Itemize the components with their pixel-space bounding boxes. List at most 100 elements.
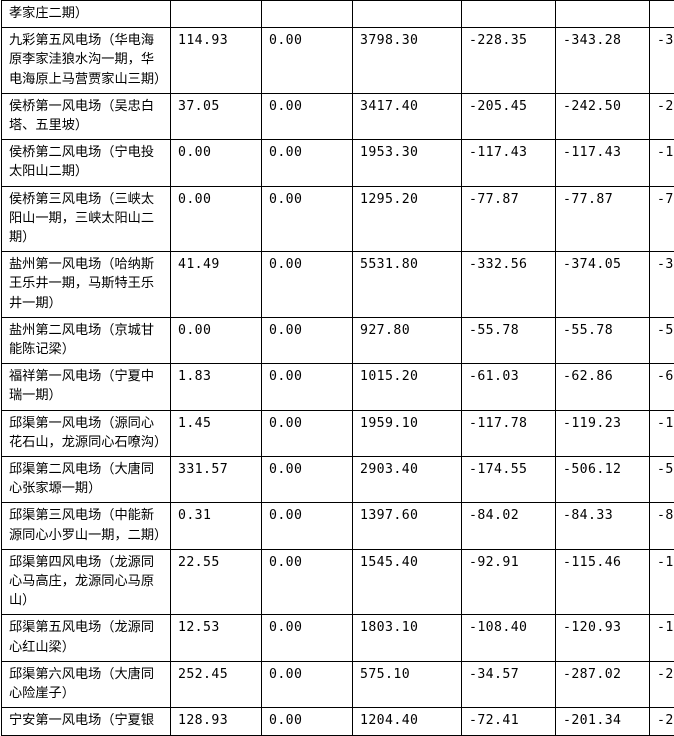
cell-value-1: 1.45	[171, 410, 262, 456]
cell-value-1: 12.53	[171, 615, 262, 661]
cell-value-2: 0.00	[262, 457, 353, 503]
cell-value-2: 0.00	[262, 503, 353, 549]
cell-value-1: 22.55	[171, 549, 262, 615]
cell-value-5	[556, 1, 650, 28]
cell-value-6: -242499.85	[650, 93, 674, 139]
cell-value-5: -62.86	[556, 364, 650, 410]
cell-project-name: 邱渠第四风电场（龙源同心马高庄，龙源同心马原山）	[2, 549, 171, 615]
cell-value-2: 0.00	[262, 549, 353, 615]
cell-value-4: -332.56	[462, 252, 556, 318]
table-row: 邱渠第五风电场（龙源同心红山梁） 12.53 0.00 1803.10 -108…	[2, 615, 674, 661]
cell-value-3: 3798.30	[353, 28, 462, 94]
cell-value-6: -77865.82	[650, 186, 674, 252]
table-row: 九彩第五风电场（华电海原李家洼狼水沟一期，华电海原上马营贾家山三期） 114.9…	[2, 28, 674, 94]
cell-value-2: 0.00	[262, 317, 353, 363]
cell-value-3: 1015.20	[353, 364, 462, 410]
cell-value-5: -343.28	[556, 28, 650, 94]
cell-value-1: 41.49	[171, 252, 262, 318]
cell-project-name: 福祥第一风电场（宁夏中瑞一期）	[2, 364, 171, 410]
cell-value-1: 0.00	[171, 186, 262, 252]
cell-value-5: -119.23	[556, 410, 650, 456]
cell-value-3: 1295.20	[353, 186, 462, 252]
cell-value-1: 114.93	[171, 28, 262, 94]
cell-value-6: -62862.57	[650, 364, 674, 410]
cell-value-4: -174.55	[462, 457, 556, 503]
cell-project-name: 邱渠第一风电场（源同心花石山，龙源同心石嘹沟）	[2, 410, 171, 456]
cell-value-3: 2903.40	[353, 457, 462, 503]
cell-value-5: -55.78	[556, 317, 650, 363]
cell-value-2: 0.00	[262, 615, 353, 661]
cell-project-name: 邱渠第三风电场（中能新源同心小罗山一期，二期）	[2, 503, 171, 549]
cell-value-1: 0.00	[171, 317, 262, 363]
cell-project-name: 邱渠第六风电场（大唐同心险崖子）	[2, 661, 171, 707]
cell-value-1: 37.05	[171, 93, 262, 139]
cell-value-5: -117.43	[556, 140, 650, 186]
cell-value-4: -61.03	[462, 364, 556, 410]
cell-value-3: 1397.60	[353, 503, 462, 549]
cell-value-5: -506.12	[556, 457, 650, 503]
cell-value-2	[262, 1, 353, 28]
cell-value-4: -205.45	[462, 93, 556, 139]
cell-value-4: -108.40	[462, 615, 556, 661]
cell-value-4: -84.02	[462, 503, 556, 549]
cell-value-3: 1953.30	[353, 140, 462, 186]
cell-value-6: -120930.14	[650, 615, 674, 661]
cell-value-5: -77.87	[556, 186, 650, 252]
cell-project-name: 盐州第一风电场（哈纳斯王乐井一期，马斯特王乐井一期）	[2, 252, 171, 318]
cell-value-1: 331.57	[171, 457, 262, 503]
cell-value-3: 3417.40	[353, 93, 462, 139]
cell-project-name: 宁安第一风电场（宁夏银	[2, 708, 171, 735]
cell-project-name: 盐州第二风电场（京城甘能陈记梁）	[2, 317, 171, 363]
cell-value-4: -92.91	[462, 549, 556, 615]
table-row: 邱渠第二风电场（大唐同心张家塬一期） 331.57 0.00 2903.40 -…	[2, 457, 674, 503]
table-row: 邱渠第三风电场（中能新源同心小罗山一期，二期） 0.31 0.00 1397.6…	[2, 503, 674, 549]
cell-value-1: 0.31	[171, 503, 262, 549]
cell-value-2: 0.00	[262, 140, 353, 186]
cell-value-3: 5531.80	[353, 252, 462, 318]
cell-value-3: 1204.40	[353, 708, 462, 735]
cell-value-4: -117.43	[462, 140, 556, 186]
table-row: 邱渠第六风电场（大唐同心险崖子） 252.45 0.00 575.10 -34.…	[2, 661, 674, 707]
cell-project-name: 侯桥第一风电场（吴忠白塔、五里坡）	[2, 93, 171, 139]
cell-project-name: 孝家庄二期）	[2, 1, 171, 28]
cell-value-2: 0.00	[262, 661, 353, 707]
cell-value-6: -84331.98	[650, 503, 674, 549]
cell-value-6: -287024.30	[650, 661, 674, 707]
cell-value-2: 0.00	[262, 364, 353, 410]
cell-value-6: -119228.66	[650, 410, 674, 456]
cell-value-4: -117.78	[462, 410, 556, 456]
cell-value-4: -55.78	[462, 317, 556, 363]
cell-value-3: 1803.10	[353, 615, 462, 661]
cell-value-5: -120.93	[556, 615, 650, 661]
cell-value-6: -506118.81	[650, 457, 674, 503]
table-row: 邱渠第四风电场（龙源同心马高庄，龙源同心马原山） 22.55 0.00 1545…	[2, 549, 674, 615]
cell-value-6: -343279.09	[650, 28, 674, 94]
cell-project-name: 邱渠第五风电场（龙源同心红山梁）	[2, 615, 171, 661]
cell-value-1: 128.93	[171, 708, 262, 735]
cell-value-1: 252.45	[171, 661, 262, 707]
cell-value-5: -287.02	[556, 661, 650, 707]
cell-value-5: -201.34	[556, 708, 650, 735]
cell-value-3: 575.10	[353, 661, 462, 707]
cell-value-4: -34.57	[462, 661, 556, 707]
cell-value-4: -228.35	[462, 28, 556, 94]
cell-project-name: 侯桥第三风电场（三峡太阳山一期，三峡太阳山二期）	[2, 186, 171, 252]
cell-value-5: -374.05	[556, 252, 650, 318]
cell-value-2: 0.00	[262, 28, 353, 94]
cell-value-2: 0.00	[262, 708, 353, 735]
cell-value-4: -72.41	[462, 708, 556, 735]
cell-value-6	[650, 1, 674, 28]
cell-value-2: 0.00	[262, 186, 353, 252]
cell-value-1: 1.83	[171, 364, 262, 410]
table-row: 侯桥第一风电场（吴忠白塔、五里坡） 37.05 0.00 3417.40 -20…	[2, 93, 674, 139]
cell-value-3	[353, 1, 462, 28]
cell-value-5: -84.33	[556, 503, 650, 549]
table-row: 邱渠第一风电场（源同心花石山，龙源同心石嘹沟） 1.45 0.00 1959.1…	[2, 410, 674, 456]
table-row: 盐州第二风电场（京城甘能陈记梁） 0.00 0.00 927.80 -55.78…	[2, 317, 674, 363]
cell-value-5: -242.50	[556, 93, 650, 139]
table-row: 宁安第一风电场（宁夏银 128.93 0.00 1204.40 -72.41 -…	[2, 708, 674, 735]
cell-value-3: 1545.40	[353, 549, 462, 615]
